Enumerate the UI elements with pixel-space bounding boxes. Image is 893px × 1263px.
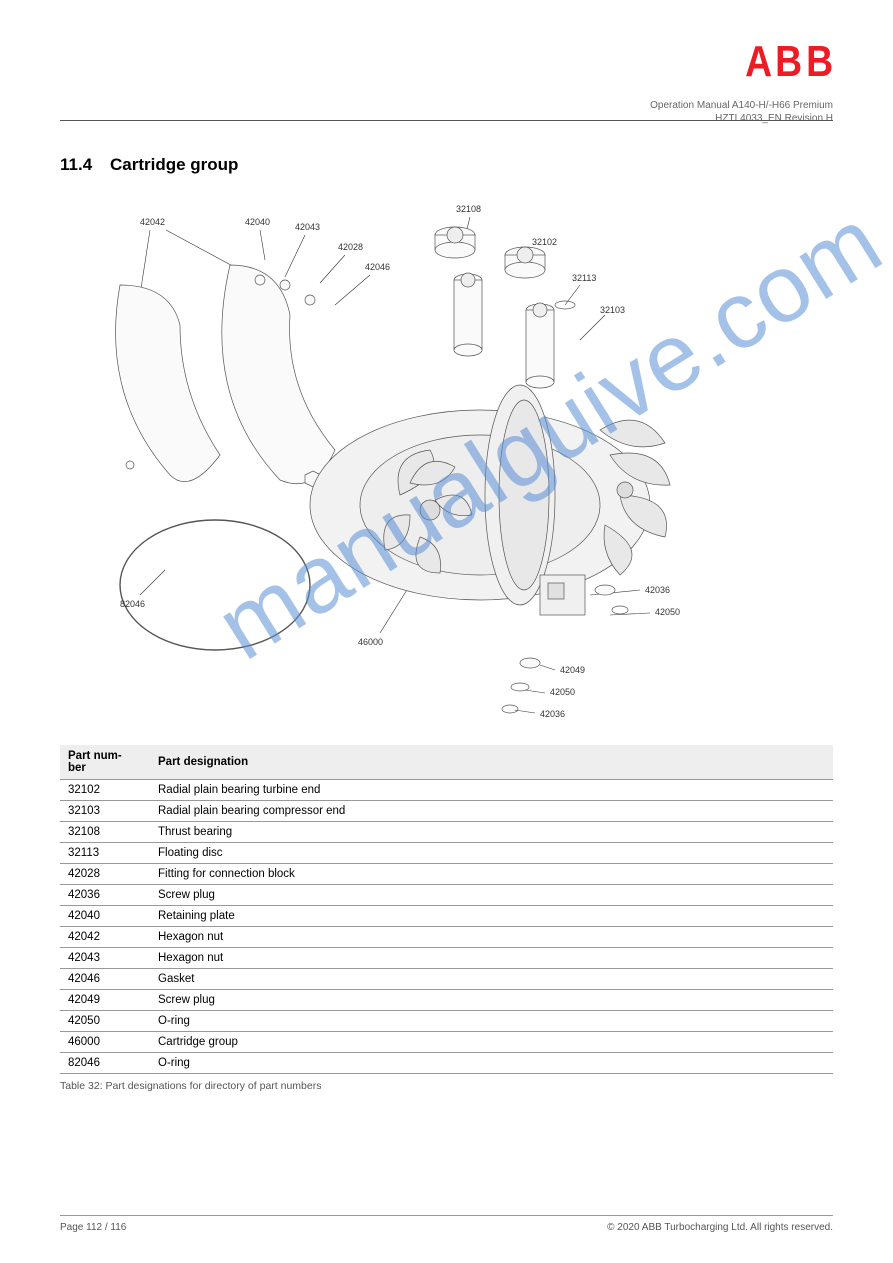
callout-42050: 42050: [655, 607, 680, 617]
callout-42042: 42042: [140, 217, 165, 227]
abb-logo: A B B: [743, 40, 833, 84]
table-row: 42046Gasket: [60, 969, 833, 990]
callout-42036b: 42036: [540, 709, 565, 719]
table-row: 32113Floating disc: [60, 843, 833, 864]
header-rule: [60, 120, 833, 121]
header-line1: Operation Manual A140-H/-H66 Premium: [650, 100, 833, 111]
header-line2: HZTL4033_EN Revision H: [650, 113, 833, 124]
table-row: 82046O-ring: [60, 1053, 833, 1074]
callout-32102: 32102: [532, 237, 557, 247]
parts-table: Part num- ber Part designation 32102Radi…: [60, 745, 833, 1074]
table-row: 42050O-ring: [60, 1011, 833, 1032]
callout-42036: 42036: [645, 585, 670, 595]
col-header-designation: Part designation: [150, 745, 833, 780]
table-row: 42042Hexagon nut: [60, 927, 833, 948]
table-caption: Table 32: Part designations for director…: [60, 1080, 833, 1092]
table-row: 42036Screw plug: [60, 885, 833, 906]
callout-32108: 32108: [456, 204, 481, 214]
callout-46000: 46000: [358, 637, 383, 647]
table-row: 32108Thrust bearing: [60, 822, 833, 843]
footer-page: Page 112 / 116: [60, 1222, 126, 1233]
table-row: 42049Screw plug: [60, 990, 833, 1011]
table-row: 32103Radial plain bearing compressor end: [60, 801, 833, 822]
logo-letter-a: A: [745, 40, 769, 84]
callout-82046: 82046: [120, 599, 145, 609]
logo-letter-b1: B: [776, 40, 800, 84]
callout-32103: 32103: [600, 305, 625, 315]
callout-42046: 42046: [365, 262, 390, 272]
table-row: 42028Fitting for connection block: [60, 864, 833, 885]
callout-42049: 42049: [560, 665, 585, 675]
table-row: 46000Cartridge group: [60, 1032, 833, 1053]
parts-table-body: 32102Radial plain bearing turbine end 32…: [60, 780, 833, 1074]
col-header-partnum: Part num- ber: [60, 745, 150, 780]
page-footer: Page 112 / 116 © 2020 ABB Turbocharging …: [60, 1215, 833, 1233]
callout-32113: 32113: [572, 273, 596, 283]
logo-letter-b2: B: [806, 40, 830, 84]
table-row: 32102Radial plain bearing turbine end: [60, 780, 833, 801]
callout-42028: 42028: [338, 242, 363, 252]
section-number: 11.4: [60, 155, 92, 175]
exploded-diagram: 42042 42040 42043 42028 42046 32108 3210…: [110, 195, 730, 730]
section-title: Cartridge group: [110, 155, 238, 175]
callout-42043: 42043: [295, 222, 320, 232]
table-row: 42040Retaining plate: [60, 906, 833, 927]
table-row: 42043Hexagon nut: [60, 948, 833, 969]
footer-copyright: © 2020 ABB Turbocharging Ltd. All rights…: [607, 1222, 833, 1233]
callout-42040: 42040: [245, 217, 270, 227]
callout-42050b: 42050: [550, 687, 575, 697]
parts-table-wrap: Part num- ber Part designation 32102Radi…: [60, 745, 833, 1092]
